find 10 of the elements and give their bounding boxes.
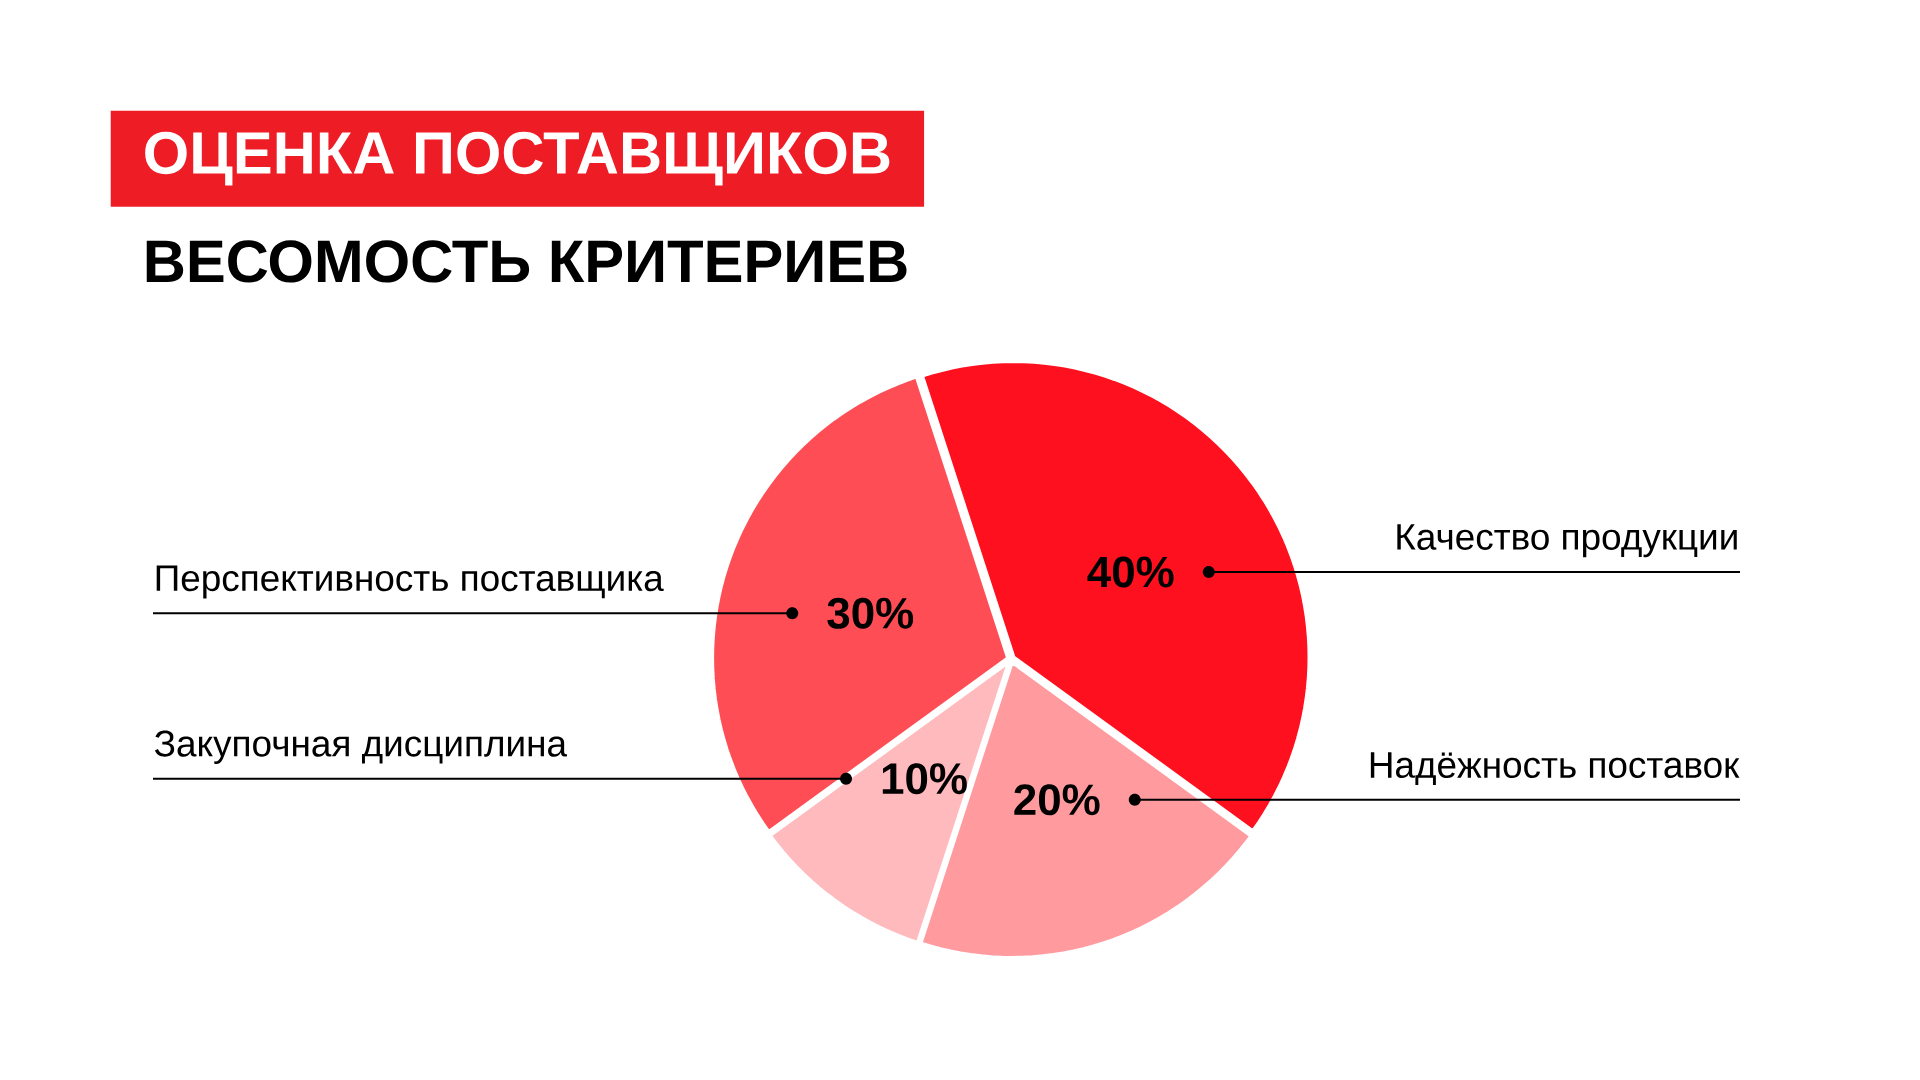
slice-label: Закупочная дисциплина xyxy=(154,730,568,764)
data-label: 10% xyxy=(882,763,967,795)
data-label: 20% xyxy=(1014,784,1100,816)
data-label: 40% xyxy=(1087,556,1174,588)
chart-title: ОЦЕНКА ПОСТАВЩИКОВ xyxy=(145,131,890,186)
chart-subtitle: ВЕСОМОСТЬ КРИТЕРИЕВ xyxy=(146,240,907,283)
slice-label: Качество продукции xyxy=(1397,524,1737,558)
slice-label: Надёжность поставок xyxy=(1370,752,1740,785)
slice-label: Перспективность поставщика xyxy=(156,565,664,599)
data-label: 30% xyxy=(827,597,914,629)
